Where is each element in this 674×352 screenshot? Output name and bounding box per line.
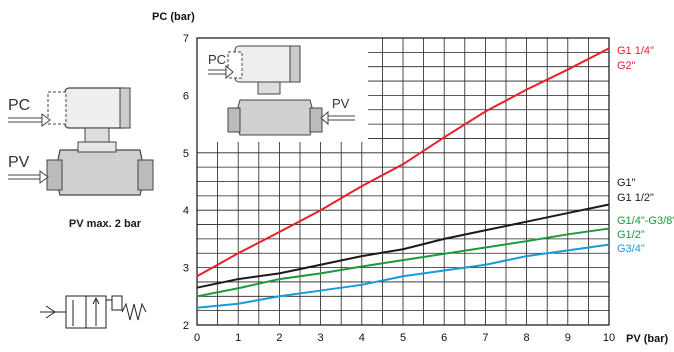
series-line-g14 bbox=[196, 227, 610, 298]
x-tick-label: 5 bbox=[400, 332, 406, 344]
y-tick-label: 6 bbox=[183, 90, 189, 102]
x-axis-title: PV (bar) bbox=[626, 333, 669, 345]
series-label-g34: G3/4" bbox=[617, 243, 645, 255]
series-label-g1: G1" bbox=[617, 177, 636, 189]
y-tick-label: 3 bbox=[183, 263, 189, 275]
y-axis-title: PC (bar) bbox=[152, 11, 195, 23]
y-tick-label: 5 bbox=[183, 148, 189, 160]
series-label-large: G2" bbox=[617, 60, 636, 72]
series-label-g1: G1 1/2" bbox=[617, 192, 654, 204]
x-tick-label: 6 bbox=[441, 332, 447, 344]
x-tick-label: 2 bbox=[276, 332, 282, 344]
pc-arrow-icon bbox=[41, 113, 51, 127]
x-tick-label: 1 bbox=[235, 332, 241, 344]
inset-illustration: PC PV bbox=[196, 38, 368, 142]
series-line-large bbox=[196, 47, 610, 278]
x-tick-label: 8 bbox=[524, 332, 530, 344]
valve-illustration: PC PV bbox=[8, 87, 154, 329]
left-pv-label: PV bbox=[8, 154, 30, 171]
chart-axes: 0 1 2 3 4 5 6 7 8 9 10 2 3 4 5 6 7 bbox=[183, 33, 615, 344]
left-panel: PC PV PV max. 2 bar bbox=[0, 0, 185, 347]
series-label-g14: G1/4"-G3/8" bbox=[617, 215, 674, 227]
series-labels: G1 1/4" G2" G1" G1 1/2" G1/4"-G3/8" G1/2" G3/4… bbox=[617, 45, 674, 255]
series-label-g14: G1/2" bbox=[617, 229, 645, 241]
max-pressure-caption: PV max. 2 bar bbox=[68, 218, 142, 230]
plot-frame bbox=[196, 37, 610, 326]
x-tick-label: 3 bbox=[318, 332, 324, 344]
series-label-large: G1 1/4" bbox=[617, 45, 654, 57]
inset-pc-label: PC bbox=[208, 52, 226, 67]
x-tick-label: 4 bbox=[359, 332, 365, 344]
series-line-g1 bbox=[196, 203, 610, 289]
chart-series bbox=[196, 47, 610, 309]
x-tick-label: 10 bbox=[603, 332, 615, 344]
x-tick-label: 7 bbox=[482, 332, 488, 344]
y-tick-label: 4 bbox=[183, 205, 189, 217]
pv-arrow-icon bbox=[39, 170, 49, 184]
series-line-g34 bbox=[196, 243, 610, 309]
inset-pv-label: PV bbox=[332, 96, 350, 111]
left-pc-label: PC bbox=[8, 97, 30, 114]
x-tick-label: 0 bbox=[194, 332, 200, 344]
x-tick-label: 9 bbox=[565, 332, 571, 344]
valve-schematic-icon bbox=[40, 295, 147, 329]
y-tick-label: 7 bbox=[183, 33, 189, 45]
y-tick-label: 2 bbox=[183, 320, 189, 332]
